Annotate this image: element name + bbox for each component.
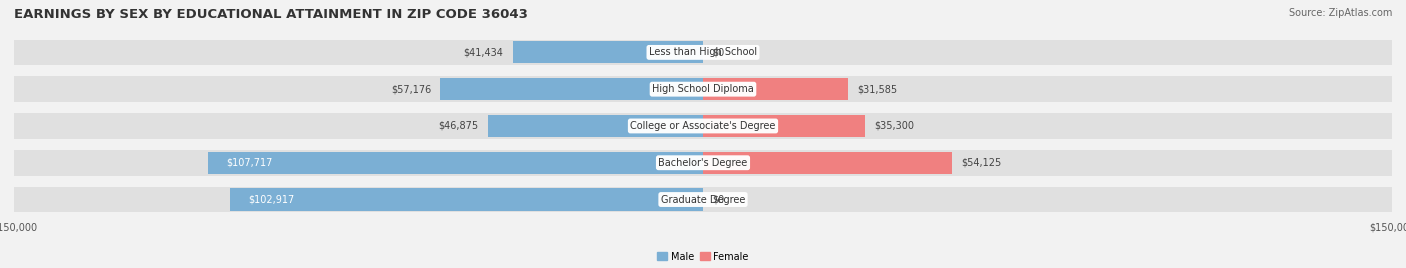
Text: Source: ZipAtlas.com: Source: ZipAtlas.com: [1288, 8, 1392, 18]
Text: High School Diploma: High School Diploma: [652, 84, 754, 94]
Bar: [208, 152, 703, 174]
Legend: Male, Female: Male, Female: [657, 252, 749, 262]
Text: EARNINGS BY SEX BY EDUCATIONAL ATTAINMENT IN ZIP CODE 36043: EARNINGS BY SEX BY EDUCATIONAL ATTAINMEN…: [14, 8, 527, 21]
Bar: [513, 41, 703, 64]
Text: Bachelor's Degree: Bachelor's Degree: [658, 158, 748, 168]
Text: $57,176: $57,176: [391, 84, 432, 94]
Text: $31,585: $31,585: [858, 84, 897, 94]
Text: $35,300: $35,300: [875, 121, 914, 131]
Text: $0: $0: [713, 47, 724, 57]
Text: Less than High School: Less than High School: [650, 47, 756, 57]
Bar: [14, 187, 1392, 213]
Text: $102,917: $102,917: [249, 195, 295, 204]
Bar: [231, 188, 703, 211]
Text: $107,717: $107,717: [226, 158, 273, 168]
Text: $46,875: $46,875: [439, 121, 478, 131]
Bar: [488, 115, 703, 137]
Bar: [14, 150, 1392, 176]
Bar: [703, 152, 952, 174]
Bar: [440, 78, 703, 100]
Text: $0: $0: [713, 195, 724, 204]
Text: $54,125: $54,125: [960, 158, 1001, 168]
Text: College or Associate's Degree: College or Associate's Degree: [630, 121, 776, 131]
Bar: [703, 78, 848, 100]
Bar: [14, 113, 1392, 139]
Text: $41,434: $41,434: [464, 47, 503, 57]
Bar: [14, 76, 1392, 102]
Text: Graduate Degree: Graduate Degree: [661, 195, 745, 204]
Bar: [703, 115, 865, 137]
Bar: [14, 39, 1392, 65]
